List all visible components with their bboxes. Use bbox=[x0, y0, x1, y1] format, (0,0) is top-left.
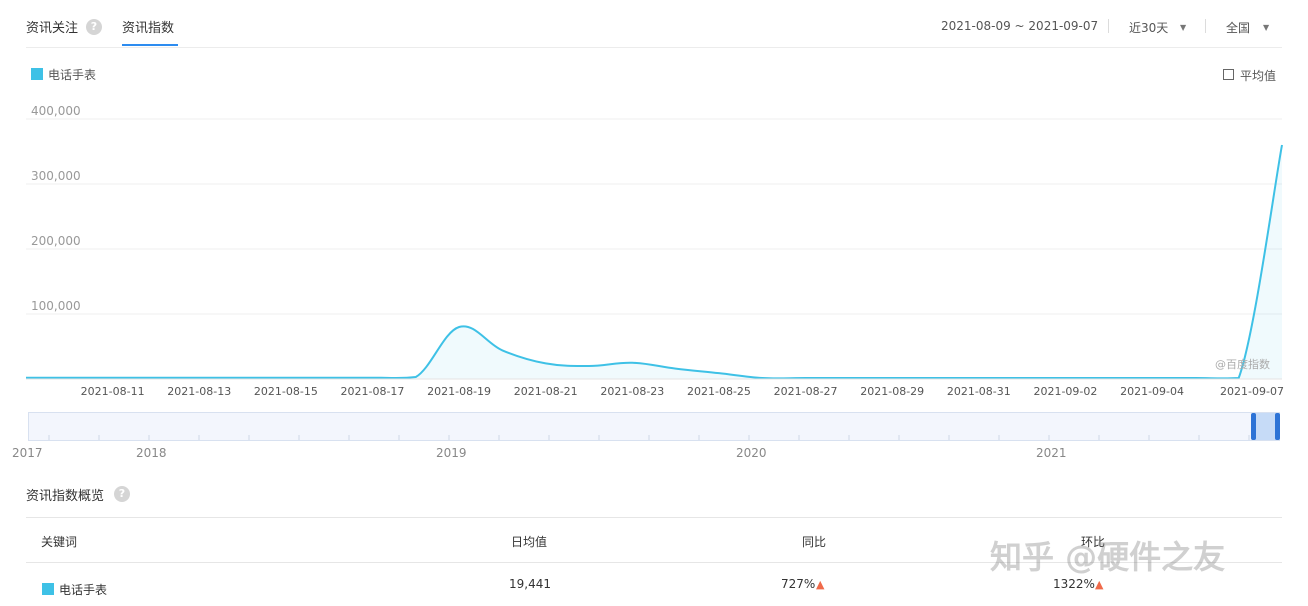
divider bbox=[1205, 19, 1206, 33]
x-tick-label: 2021-08-27 bbox=[774, 385, 838, 398]
divider bbox=[1108, 19, 1109, 33]
keyword-cell: 电话手表 bbox=[59, 583, 108, 597]
y-tick-label: 200,000 bbox=[31, 234, 81, 248]
timeline-year-label: 2021 bbox=[1036, 446, 1067, 460]
timeline-year-label: 2020 bbox=[736, 446, 767, 460]
region-select[interactable]: 全国 bbox=[1226, 21, 1251, 35]
timeline-handle-left[interactable] bbox=[1251, 413, 1256, 440]
summary-title: 资讯指数概览 bbox=[26, 489, 105, 504]
arrow-up-icon: ▲ bbox=[1095, 578, 1104, 591]
timeline-year-label: 2019 bbox=[436, 446, 467, 460]
header-divider bbox=[26, 47, 1282, 48]
active-tab-indicator bbox=[122, 44, 178, 46]
x-tick-label: 2021-08-19 bbox=[427, 385, 491, 398]
y-tick-label: 300,000 bbox=[31, 169, 81, 183]
tab-news-attention[interactable]: 资讯关注 bbox=[26, 21, 79, 36]
timeline-slider[interactable] bbox=[28, 412, 1280, 441]
keyword-swatch bbox=[42, 583, 54, 595]
index-chart: 400,000 300,000 200,000 100,000 2021-08-11 20… bbox=[26, 104, 1284, 398]
arrow-up-icon: ▲ bbox=[816, 578, 825, 591]
y-tick-label: 400,000 bbox=[31, 104, 81, 118]
table-top-rule bbox=[26, 517, 1282, 518]
y-tick-label: 100,000 bbox=[31, 299, 81, 313]
series-line bbox=[26, 144, 1283, 380]
x-tick-label: 2021-08-13 bbox=[167, 385, 231, 398]
x-tick-label: 2021-08-17 bbox=[341, 385, 405, 398]
yoy-cell: 727% bbox=[781, 577, 816, 591]
mom-cell: 1322% bbox=[1053, 577, 1095, 591]
timeline-year-label: 2018 bbox=[136, 446, 167, 460]
site-watermark: 知乎 @硬件之友 bbox=[990, 538, 1226, 576]
x-tick-label: 2021-09-02 bbox=[1033, 385, 1097, 398]
x-tick-label: 2021-08-15 bbox=[254, 385, 318, 398]
column-header-keyword: 关键词 bbox=[41, 535, 78, 549]
column-header-daily-avg: 日均值 bbox=[511, 535, 548, 549]
x-tick-label: 2021-09-04 bbox=[1120, 385, 1184, 398]
timeline-handle-right[interactable] bbox=[1275, 413, 1280, 440]
x-tick-label: 2021-08-11 bbox=[81, 385, 145, 398]
period-select[interactable]: 近30天 bbox=[1129, 21, 1169, 35]
x-tick-label: 2021-08-31 bbox=[947, 385, 1011, 398]
daily-avg-cell: 19,441 bbox=[509, 577, 551, 591]
x-tick-label: 2021-08-21 bbox=[514, 385, 578, 398]
column-header-yoy: 同比 bbox=[802, 535, 827, 549]
x-tick-label: 2021-08-25 bbox=[687, 385, 751, 398]
table-header-rule bbox=[26, 562, 1282, 563]
average-label[interactable]: 平均值 bbox=[1240, 69, 1277, 83]
timeline-year-label: 2017 bbox=[12, 446, 43, 460]
series-area bbox=[26, 145, 1282, 379]
x-tick-label: 2021-08-29 bbox=[860, 385, 924, 398]
date-range[interactable]: 2021-08-09 ~ 2021-09-07 bbox=[941, 19, 1099, 33]
x-tick-label: 2021-09-07 bbox=[1220, 385, 1284, 398]
help-icon[interactable]: ? bbox=[114, 486, 130, 502]
average-checkbox[interactable] bbox=[1223, 69, 1234, 80]
column-header-mom: 环比 bbox=[1081, 535, 1106, 549]
chart-watermark: @百度指数 bbox=[1215, 358, 1270, 371]
chevron-down-icon: ▼ bbox=[1180, 23, 1187, 32]
legend-swatch bbox=[31, 68, 43, 80]
chevron-down-icon: ▼ bbox=[1263, 23, 1270, 32]
legend-label[interactable]: 电话手表 bbox=[48, 68, 97, 82]
help-icon[interactable]: ? bbox=[86, 19, 102, 35]
x-tick-label: 2021-08-23 bbox=[600, 385, 664, 398]
tab-news-index[interactable]: 资讯指数 bbox=[122, 21, 175, 36]
